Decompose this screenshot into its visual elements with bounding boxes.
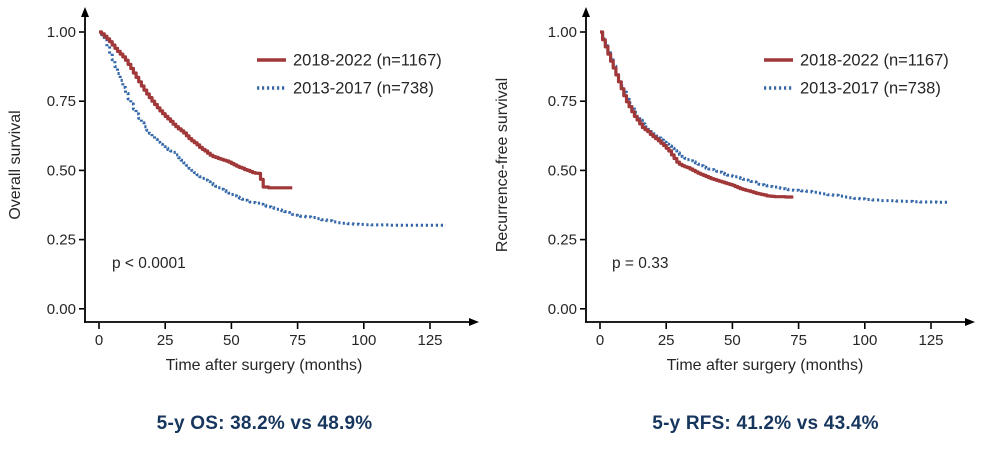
y-axis-title: Overall survival <box>7 110 24 219</box>
x-tick-label: 75 <box>790 332 807 349</box>
series-curve-2013-2017 <box>99 30 446 227</box>
x-axis-arrow <box>965 318 975 326</box>
x-tick-label: 100 <box>351 332 376 349</box>
y-tick-label: 1.00 <box>47 24 76 41</box>
y-tick-label: 0.50 <box>47 162 76 179</box>
series-curve-2018-2022 <box>600 30 794 199</box>
rfs-summary-caption: 5-y RFS: 41.2% vs 43.4% <box>652 413 879 434</box>
x-tick-label: 125 <box>918 332 943 349</box>
y-tick-label: 0.25 <box>548 232 577 249</box>
y-axis-arrow <box>582 7 590 17</box>
p-value-annotation: p < 0.0001 <box>112 255 186 272</box>
y-tick-label: 0.00 <box>47 301 76 318</box>
x-tick-label: 100 <box>852 332 877 349</box>
legend-label: 2018-2022 (n=1167) <box>293 52 442 70</box>
series-curve-2013-2017 <box>600 30 950 204</box>
x-tick-label: 125 <box>417 332 442 349</box>
y-axis-title: Recurrence-free survival <box>494 78 511 252</box>
overall-survival-panel: 0.00 0.25 0.50 0.75 1.00 0 25 50 75 100 125 Time af… <box>0 0 492 462</box>
x-axis-title: Time after surgery (months) <box>667 357 864 374</box>
y-tick-label: 1.00 <box>548 24 577 41</box>
os-summary-caption: 5-y OS: 38.2% vs 48.9% <box>156 413 373 434</box>
y-tick-label: 0.00 <box>548 301 577 318</box>
y-axis-arrow <box>81 7 89 17</box>
legend-label: 2013-2017 (n=738) <box>293 80 434 98</box>
x-tick-label: 25 <box>658 332 675 349</box>
y-tick-label: 0.50 <box>548 162 577 179</box>
y-tick-label: 0.25 <box>47 232 76 249</box>
legend-label: 2013-2017 (n=738) <box>800 80 941 98</box>
x-tick-label: 50 <box>724 332 741 349</box>
x-tick-label: 50 <box>223 332 240 349</box>
recurrence-free-survival-panel: 0.00 0.25 0.50 0.75 1.00 0 25 50 75 100 125 Time af… <box>492 0 985 462</box>
series-curve-2018-2022 <box>99 30 293 190</box>
y-tick-label: 0.75 <box>47 93 76 110</box>
x-tick-label: 0 <box>596 332 604 349</box>
x-tick-label: 25 <box>157 332 174 349</box>
y-tick-label: 0.75 <box>548 93 577 110</box>
x-tick-label: 75 <box>289 332 306 349</box>
x-tick-label: 0 <box>95 332 103 349</box>
overall-survival-chart: 0.00 0.25 0.50 0.75 1.00 0 25 50 75 100 125 Time af… <box>7 7 479 374</box>
x-axis-title: Time after surgery (months) <box>166 357 363 374</box>
recurrence-free-survival-chart: 0.00 0.25 0.50 0.75 1.00 0 25 50 75 100 125 Time af… <box>494 7 975 374</box>
legend-label: 2018-2022 (n=1167) <box>800 52 949 70</box>
p-value-annotation: p = 0.33 <box>612 255 668 272</box>
x-axis-arrow <box>469 318 479 326</box>
